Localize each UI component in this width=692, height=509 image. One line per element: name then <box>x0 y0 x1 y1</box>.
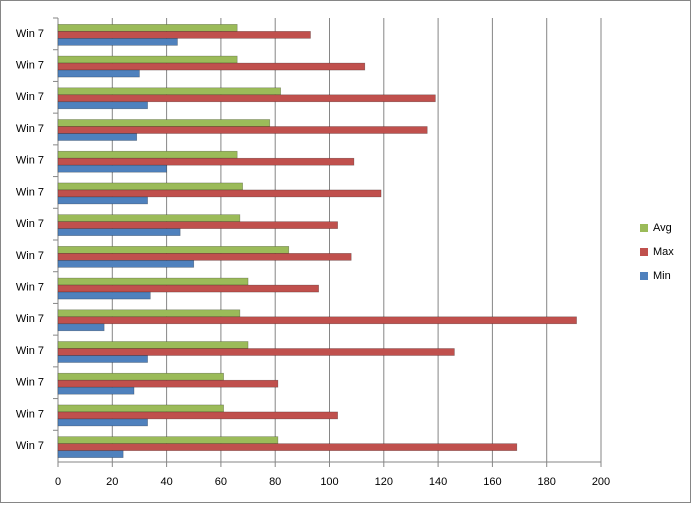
bar <box>57 55 238 64</box>
bar <box>57 443 518 451</box>
y-tick-label: Win 7 <box>16 408 44 420</box>
y-tick-label: Win 7 <box>16 345 44 357</box>
bar <box>57 69 140 78</box>
bar <box>57 316 577 325</box>
x-tick-label: 80 <box>269 476 281 488</box>
bar <box>57 355 148 363</box>
bar <box>57 157 355 166</box>
bar <box>57 309 241 318</box>
y-tick-label: Win 7 <box>16 281 44 293</box>
x-tick-label: 20 <box>106 476 118 488</box>
legend-swatch <box>640 248 648 256</box>
bar <box>57 348 455 356</box>
bar <box>57 126 428 134</box>
y-tick-label: Win 7 <box>16 313 44 325</box>
bar <box>57 38 178 46</box>
bar <box>57 214 241 222</box>
bar <box>57 228 181 236</box>
y-tick-label: Win 7 <box>16 155 44 167</box>
bar <box>57 196 148 205</box>
legend-label: Max <box>653 246 674 258</box>
bar <box>57 418 148 427</box>
x-tick-label: 180 <box>538 476 556 488</box>
y-tick-label: Win 7 <box>16 28 44 40</box>
x-tick-label: 200 <box>592 476 610 488</box>
bar <box>57 24 238 32</box>
bar <box>57 253 352 261</box>
y-tick-label: Win 7 <box>16 250 44 262</box>
bar <box>57 379 279 388</box>
bar <box>57 62 366 71</box>
bar <box>57 291 151 300</box>
y-tick-label: Win 7 <box>16 59 44 71</box>
legend-swatch <box>640 272 648 280</box>
bar <box>57 189 382 198</box>
bar <box>57 119 271 127</box>
x-tick-label: 40 <box>160 476 172 488</box>
bar <box>57 372 224 381</box>
bar <box>57 221 338 229</box>
bar <box>57 150 238 159</box>
bar <box>57 94 436 103</box>
y-tick-label: Win 7 <box>16 123 44 135</box>
bar <box>57 182 243 191</box>
legend-label: Avg <box>653 222 672 234</box>
bar <box>57 386 135 395</box>
bar <box>57 341 249 349</box>
bar <box>57 260 195 268</box>
bar <box>57 450 124 458</box>
y-tick-label: Win 7 <box>16 218 44 230</box>
bar <box>57 87 281 96</box>
y-tick-label: Win 7 <box>16 440 44 452</box>
bar <box>57 411 338 420</box>
x-tick-label: 0 <box>55 476 61 488</box>
bar <box>57 277 249 286</box>
bar <box>57 404 224 413</box>
bar <box>57 246 290 254</box>
legend-swatch <box>640 224 648 232</box>
y-tick-label: Win 7 <box>16 91 44 103</box>
bar <box>57 133 138 141</box>
x-tick-label: 100 <box>320 476 338 488</box>
y-tick-label: Win 7 <box>16 377 44 389</box>
legend-label: Min <box>653 270 671 282</box>
bar <box>57 101 148 110</box>
bar <box>57 164 167 173</box>
x-tick-label: 140 <box>429 476 447 488</box>
x-tick-label: 120 <box>375 476 393 488</box>
bar <box>57 284 319 293</box>
bar <box>57 436 279 444</box>
x-tick-label: 60 <box>215 476 227 488</box>
bar <box>57 31 311 39</box>
bar <box>57 323 105 332</box>
y-tick-label: Win 7 <box>16 186 44 198</box>
x-tick-label: 160 <box>483 476 501 488</box>
